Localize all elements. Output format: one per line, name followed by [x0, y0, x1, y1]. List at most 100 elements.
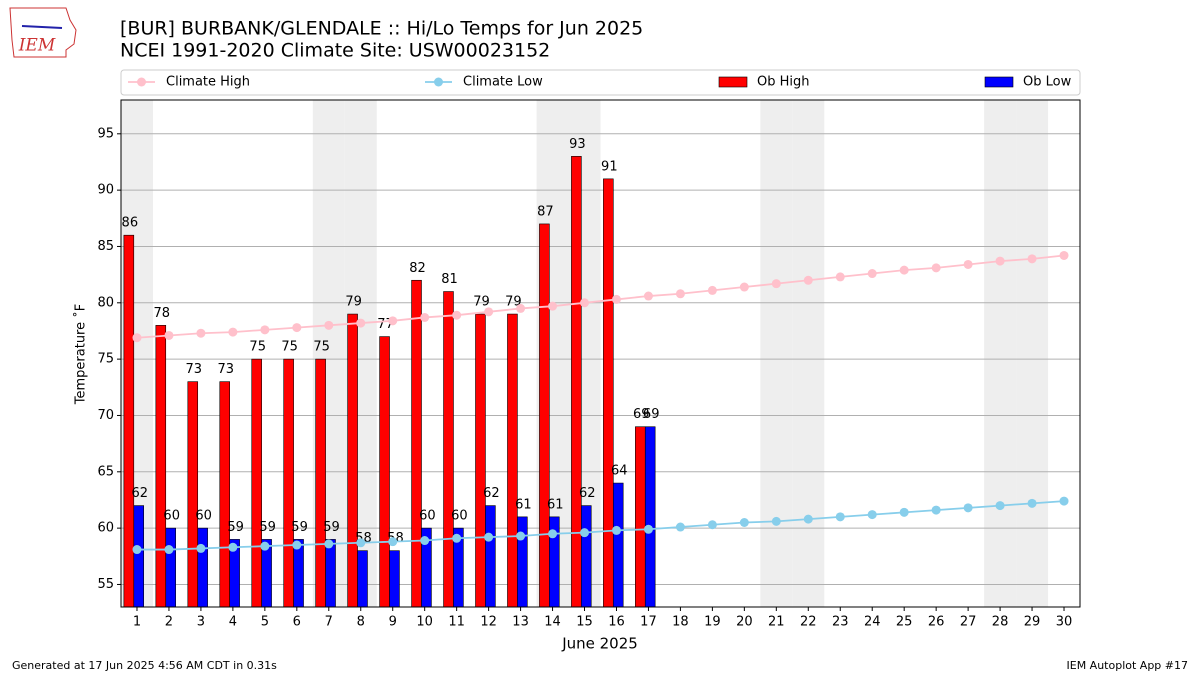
- line-marker: [899, 265, 909, 275]
- bar: [187, 381, 199, 608]
- line-marker: [260, 541, 270, 551]
- footer-left: Generated at 17 Jun 2025 4:56 AM CDT in …: [12, 659, 277, 672]
- logo-text: IEM: [18, 36, 56, 56]
- line-marker: [260, 325, 270, 335]
- bar: [325, 539, 336, 608]
- x-tick-label: 18: [672, 615, 689, 630]
- bar: [197, 527, 208, 608]
- logo-line: [21, 25, 63, 29]
- line-marker: [803, 514, 813, 524]
- bar-value-label: 62: [579, 486, 596, 501]
- bar: [635, 426, 646, 608]
- weekend-shade: [792, 100, 825, 607]
- weekend-shade: [1016, 100, 1049, 607]
- legend-marker: [137, 77, 146, 87]
- legend-label: Climate High: [166, 75, 250, 90]
- line-marker: [643, 524, 653, 534]
- bar: [507, 313, 518, 608]
- x-tick-label: 24: [864, 615, 881, 630]
- line-marker: [580, 298, 590, 308]
- x-axis-label: June 2025: [561, 635, 638, 653]
- line-marker: [995, 256, 1005, 266]
- bar: [251, 358, 262, 608]
- y-tick-label: 70: [97, 408, 114, 423]
- bar: [485, 505, 496, 608]
- bar-value-label: 62: [131, 486, 148, 501]
- line-marker: [292, 323, 302, 333]
- x-tick-label: 30: [1056, 615, 1073, 630]
- bar: [517, 516, 528, 608]
- bar-value-label: 81: [441, 272, 458, 287]
- bar: [389, 550, 400, 608]
- line-marker: [643, 291, 653, 301]
- x-tick-label: 27: [960, 615, 977, 630]
- line: [136, 500, 1065, 551]
- bar-value-label: 60: [419, 509, 436, 524]
- bar: [357, 550, 368, 608]
- line-marker: [899, 507, 909, 517]
- legend-label: Climate Low: [463, 75, 543, 90]
- line-marker: [228, 327, 238, 337]
- x-tick-label: 2: [165, 615, 173, 630]
- line-marker: [420, 312, 430, 322]
- bar: [293, 539, 304, 608]
- line-marker: [548, 529, 558, 539]
- chart-subtitle: NCEI 1991-2020 Climate Site: USW00023152: [120, 40, 550, 62]
- legend-label: Ob High: [757, 75, 810, 90]
- line-marker: [356, 538, 366, 548]
- legend-swatch: [718, 76, 748, 88]
- bar-value-label: 59: [227, 520, 244, 535]
- plot-frame: [120, 99, 1081, 608]
- line-marker: [388, 537, 398, 547]
- y-tick-label: 60: [97, 521, 114, 536]
- bar: [379, 336, 390, 608]
- bar: [581, 505, 592, 608]
- line-marker: [484, 307, 494, 317]
- x-tick-label: 29: [1024, 615, 1041, 630]
- line-marker: [771, 279, 781, 289]
- x-tick-label: 25: [896, 615, 913, 630]
- line-marker: [484, 532, 494, 542]
- line-marker: [324, 320, 334, 330]
- bar: [443, 291, 454, 608]
- footer-right: IEM Autoplot App #17: [1067, 659, 1189, 672]
- x-tick-label: 1: [133, 615, 141, 630]
- bar-value-label: 61: [515, 497, 532, 512]
- line-marker: [739, 282, 749, 292]
- bar-value-label: 82: [409, 261, 426, 276]
- line-marker: [164, 330, 174, 340]
- line-marker: [835, 512, 845, 522]
- bar: [603, 178, 614, 608]
- line-marker: [675, 289, 685, 299]
- line-marker: [611, 294, 621, 304]
- x-tick-label: 3: [197, 615, 205, 630]
- line-marker: [516, 303, 526, 313]
- x-tick-label: 23: [832, 615, 849, 630]
- chart-title: [BUR] BURBANK/GLENDALE :: Hi/Lo Temps fo…: [120, 18, 643, 40]
- x-tick-label: 22: [800, 615, 817, 630]
- line-marker: [196, 328, 206, 338]
- bar: [539, 223, 550, 608]
- line-marker: [132, 545, 142, 555]
- y-tick-label: 80: [97, 295, 114, 310]
- line-marker: [707, 520, 717, 530]
- weekend-shade: [760, 100, 793, 607]
- line-marker: [356, 318, 366, 328]
- line-marker: [420, 536, 430, 546]
- line-marker: [835, 272, 845, 282]
- y-tick-label: 85: [97, 239, 114, 254]
- x-tick-label: 11: [448, 615, 465, 630]
- x-tick-label: 21: [768, 615, 785, 630]
- legend-box: [120, 69, 1081, 96]
- bar-value-label: 62: [483, 486, 500, 501]
- bar-value-label: 75: [313, 340, 330, 355]
- x-tick-label: 12: [480, 615, 497, 630]
- bar-value-label: 59: [259, 520, 276, 535]
- x-tick-label: 28: [992, 615, 1009, 630]
- x-tick-label: 15: [576, 615, 593, 630]
- bar: [155, 325, 167, 608]
- bar: [133, 505, 144, 608]
- line-marker: [867, 269, 877, 279]
- line-marker: [516, 531, 526, 541]
